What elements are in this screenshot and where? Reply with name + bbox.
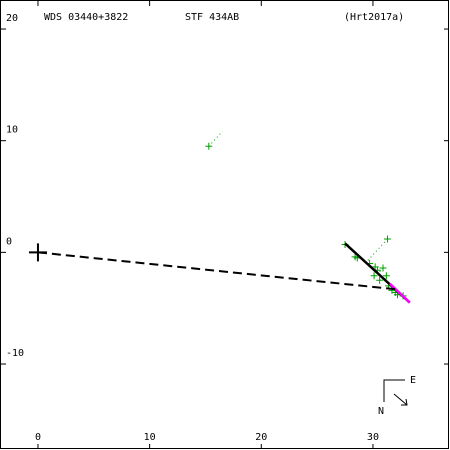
compass-arrowhead [401, 398, 408, 406]
residual [208, 131, 223, 147]
reference: (Hrt2017a) [344, 12, 404, 23]
residual [365, 238, 388, 263]
compass-north: N [378, 406, 384, 417]
observation [383, 235, 391, 243]
orbit [388, 282, 411, 304]
chart-title: WDS 03440+3822 [44, 12, 128, 23]
observation [382, 272, 390, 280]
x-tick-label: 0 [35, 432, 41, 443]
x-tick-label: 20 [255, 432, 267, 443]
x-tick-label: 10 [144, 432, 156, 443]
compass-east: E [410, 375, 416, 386]
compass-arrow [393, 393, 408, 406]
node-line [37, 251, 396, 291]
compass-axes [383, 379, 405, 402]
y-tick-label: 10 [6, 125, 18, 136]
y-tick-label: -10 [6, 348, 24, 359]
observation [205, 142, 213, 150]
y-tick-label: 20 [6, 13, 18, 24]
compass [383, 379, 408, 406]
observation [376, 276, 384, 284]
observation [370, 272, 378, 280]
x-tick-label: 30 [367, 432, 379, 443]
primary-star [28, 243, 47, 262]
chart-subtitle: STF 434AB [185, 12, 239, 23]
y-tick-label: 0 [6, 236, 12, 247]
observation [379, 264, 387, 272]
